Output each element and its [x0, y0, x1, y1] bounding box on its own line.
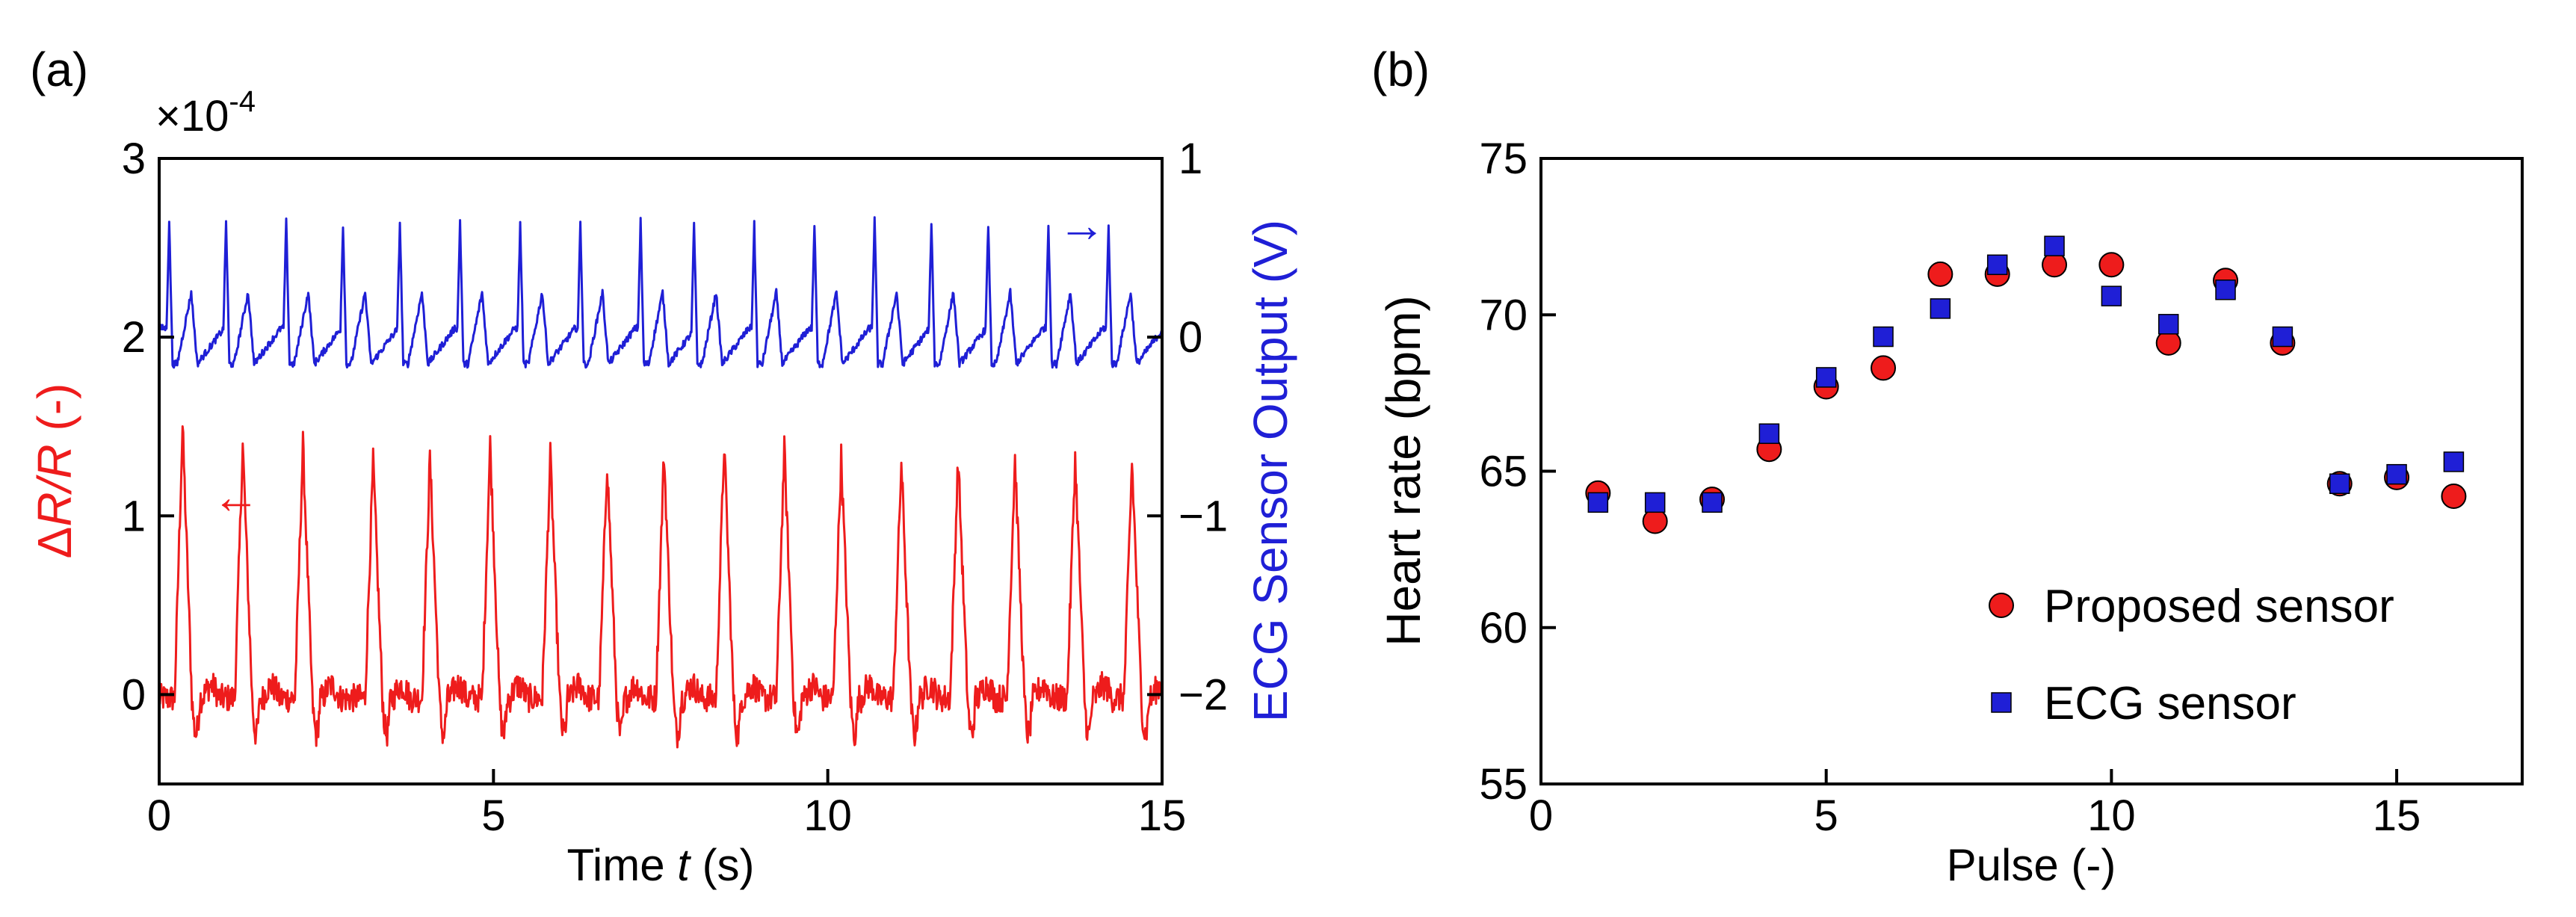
x-tick-label-b: 15	[2373, 791, 2421, 840]
plot-frame-a	[158, 157, 1164, 785]
legend: Proposed sensor ECG sensor	[1989, 581, 2394, 729]
x-tick-label-a: 10	[803, 791, 852, 840]
point-proposed-sensor	[2441, 483, 2467, 509]
series-ecg-output	[158, 216, 1163, 369]
legend-label: ECG sensor	[2044, 678, 2297, 729]
y-tick-label-b: 75	[1479, 135, 1528, 183]
x-axis-label-a: Time t (s)	[566, 840, 754, 890]
point-ecg-sensor	[2044, 235, 2065, 256]
plot-frame-b	[1539, 157, 2524, 785]
point-ecg-sensor	[2386, 463, 2407, 485]
x-axis-label-a-prefix: Time	[566, 840, 677, 890]
x-axis-label-b: Pulse (-)	[1947, 840, 2116, 890]
y-tick-label-right-a: −2	[1179, 670, 1228, 719]
x-axis-label-a-suffix: (s)	[690, 840, 755, 890]
panel-b: (b) 0 5 10 15 55 60 65 70 75 Proposed sensor ECG…	[1371, 43, 2524, 890]
y-tick-label-right-a: 1	[1179, 135, 1202, 183]
point-ecg-sensor	[1587, 492, 1609, 513]
x-tick-label-a: 0	[147, 791, 171, 840]
y-axis-label-right-prefix: ECG	[1244, 618, 1297, 722]
point-ecg-sensor	[1644, 492, 1666, 513]
y-scale-multiplier-base: ×10	[155, 92, 229, 141]
y-tick-label-right-a: 0	[1179, 313, 1202, 362]
x-tick-label-b: 5	[1814, 791, 1838, 840]
y-tick-label-right-a: −1	[1179, 492, 1228, 540]
y-axis-label-left-delta: Δ	[28, 527, 81, 559]
y-tick-label-b: 60	[1479, 604, 1528, 652]
point-ecg-sensor	[2215, 280, 2236, 300]
x-ticks-b: 0 5 10 15	[1529, 769, 2421, 840]
point-ecg-sensor	[2329, 473, 2350, 494]
y-axis-label-right-rest: Sensor Output (V)	[1244, 220, 1297, 619]
point-ecg-sensor	[1873, 326, 1894, 348]
y-tick-label-left-a: 0	[122, 670, 146, 719]
arrow-left-icon: ←	[212, 469, 260, 523]
point-proposed-sensor	[1642, 508, 1668, 534]
point-proposed-sensor	[1927, 261, 1953, 287]
y-axis-label-right-a: ECG Sensor Output (V)	[1244, 220, 1297, 722]
point-ecg-sensor	[1930, 298, 1951, 319]
annotations-a: ←→	[212, 198, 1106, 523]
scatter-points	[1585, 235, 2467, 534]
x-tick-label-a: 15	[1138, 791, 1187, 840]
point-proposed-sensor	[1871, 355, 1897, 381]
y-tick-label-b: 55	[1479, 760, 1528, 809]
y-tick-label-b: 65	[1479, 448, 1528, 496]
y-ticks-right-a: 1 0 −1 −2	[1147, 135, 1228, 719]
y-scale-multiplier-exponent: -4	[229, 85, 256, 118]
legend-marker-ecg-sensor	[1991, 692, 2012, 713]
y-scale-multiplier: ×10-4	[155, 85, 256, 141]
x-ticks-a: 0 5 10 15	[147, 769, 1186, 840]
point-ecg-sensor	[1702, 492, 1723, 513]
point-ecg-sensor	[1815, 367, 1837, 388]
point-ecg-sensor	[2101, 285, 2122, 306]
x-tick-label-b: 10	[2087, 791, 2136, 840]
x-tick-label-b: 0	[1529, 791, 1553, 840]
point-proposed-sensor	[2155, 330, 2181, 356]
x-tick-label-a: 5	[481, 791, 505, 840]
y-axis-label-b: Heart rate (bpm)	[1377, 295, 1430, 646]
series-resistance-change	[158, 425, 1164, 749]
point-ecg-sensor	[2158, 314, 2179, 335]
legend-marker-proposed-sensor	[1989, 593, 2014, 618]
point-proposed-sensor	[2042, 252, 2068, 278]
y-ticks-left-a: 0 1 2 3	[122, 135, 174, 719]
y-axis-label-left-a: ΔR/R (-)	[28, 383, 81, 559]
x-axis-label-a-var: t	[677, 840, 691, 890]
y-tick-label-left-a: 1	[122, 492, 146, 540]
series-line-ecg-output	[158, 216, 1163, 369]
point-proposed-sensor	[2098, 252, 2125, 278]
arrow-right-icon: →	[1058, 198, 1106, 252]
panel-label-a: (a)	[30, 43, 88, 96]
y-axis-label-left-var: R/R	[28, 444, 81, 526]
y-tick-label-left-a: 2	[122, 313, 146, 362]
y-tick-label-left-a: 3	[122, 135, 146, 183]
panel-label-b: (b)	[1371, 43, 1430, 96]
series-line-resistance-change	[158, 425, 1164, 749]
point-ecg-sensor	[1986, 254, 2008, 276]
legend-label: Proposed sensor	[2044, 581, 2394, 632]
point-ecg-sensor	[1758, 423, 1780, 445]
y-ticks-b: 55 60 65 70 75	[1479, 135, 1556, 809]
point-ecg-sensor	[2443, 451, 2465, 472]
point-ecg-sensor	[2272, 326, 2294, 348]
y-tick-label-b: 70	[1479, 291, 1528, 339]
y-axis-label-left-suffix: (-)	[28, 383, 81, 445]
